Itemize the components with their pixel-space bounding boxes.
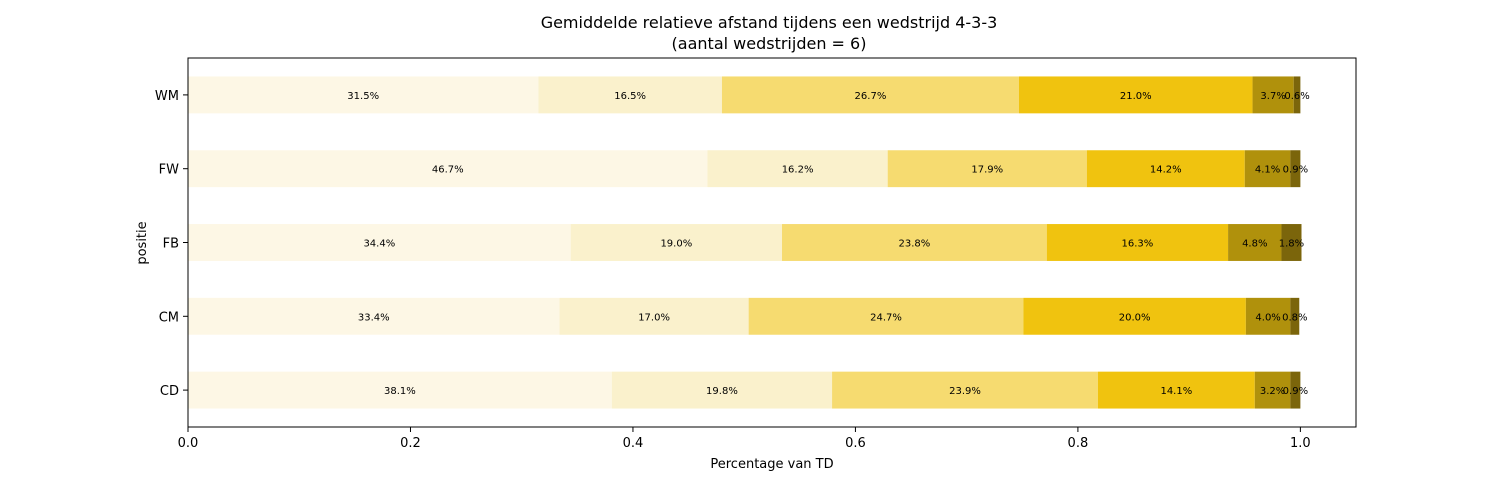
y-tick-label-fb: FB [163,237,179,252]
bar-segment-cd-5 [1254,371,1291,409]
data-label-fw-5: 4.1% [1255,165,1280,176]
data-label-cm-3: 24.7% [870,312,902,323]
x-axis-ticks: 0.0 0.2 0.4 0.6 0.8 1.0 [178,427,1311,451]
data-label-fb-3: 23.8% [898,239,930,250]
chart-title-line2: (aantal wedstrijden = 6) [672,34,867,53]
data-label-wm-5: 3.7% [1260,91,1285,102]
bar-segment-fw-6 [1290,150,1301,188]
bar-segment-wm-3 [721,76,1019,114]
bar-segment-wm-5 [1252,76,1294,114]
y-tick-label-wm: WM [155,89,179,104]
x-tick-label: 0.4 [623,436,644,451]
y-axis-label: positie [135,221,150,264]
data-label-cm-5: 4.0% [1255,312,1280,323]
bar-segment-cm-1 [188,297,560,335]
data-label-fw-2: 16.2% [782,165,814,176]
data-label-wm-3: 26.7% [855,91,887,102]
data-label-cd-4: 14.1% [1160,386,1192,397]
bar-segment-cd-1 [188,371,612,409]
bar-segment-wm-4 [1018,76,1253,114]
y-tick-label-fw: FW [159,163,179,178]
bar-segment-wm-1 [188,76,539,114]
bar-segment-cd-6 [1290,371,1301,409]
x-tick-label: 0.8 [1068,436,1089,451]
bar-segment-fb-5 [1228,224,1282,261]
data-label-wm-2: 16.5% [614,91,646,102]
data-label-fw-1: 46.7% [432,165,464,176]
bar-segment-fw-2 [707,150,888,188]
bar-segment-wm-6 [1293,76,1301,114]
bar-segment-cd-2 [611,371,833,409]
data-label-wm-6: 0.6% [1284,91,1309,102]
data-label-fw-3: 17.9% [971,165,1003,176]
bar-segment-cm-5 [1245,297,1291,335]
x-tick-label: 0.0 [178,436,199,451]
chart-title-line1: Gemiddelde relatieve afstand tijdens een… [541,13,998,32]
bar-segment-fb-2 [570,224,783,261]
bar-segment-fb-6 [1281,224,1302,261]
bar-segment-cm-3 [748,297,1024,335]
data-label-fb-6: 1.8% [1279,239,1304,250]
data-label-cm-6: 0.8% [1282,312,1307,323]
data-label-fb-4: 16.3% [1122,239,1154,250]
data-label-cm-2: 17.0% [638,312,670,323]
data-label-wm-4: 21.0% [1120,91,1152,102]
data-label-fb-2: 19.0% [660,239,692,250]
data-label-cd-3: 23.9% [949,386,981,397]
bar-segment-cd-3 [832,371,1098,409]
y-tick-label-cm: CM [159,310,179,325]
x-tick-label: 0.2 [400,436,421,451]
bar-segment-fw-1 [188,150,708,188]
data-label-cd-5: 3.2% [1260,386,1285,397]
bar-segment-cm-2 [559,297,749,335]
x-axis-label: Percentage van TD [710,457,833,472]
y-axis-ticks: WM FW FB CM CD [155,89,188,399]
bar-segment-fw-5 [1244,150,1291,188]
x-tick-label: 0.6 [845,436,866,451]
bar-segment-cm-6 [1290,297,1300,335]
data-label-wm-1: 31.5% [347,91,379,102]
bar-segment-cm-4 [1023,297,1246,335]
bar-segment-fw-3 [887,150,1087,188]
data-label-cd-2: 19.8% [706,386,738,397]
y-tick-label-cd: CD [160,384,179,399]
x-tick-label: 1.0 [1290,436,1311,451]
bars-group: 31.5% 16.5% 26.7% 21.0% 3.7%0.6% 46.7% 16.2% 17… [188,76,1310,409]
data-label-fw-4: 14.2% [1150,165,1182,176]
data-label-cm-4: 20.0% [1119,312,1151,323]
bar-segment-fb-3 [782,224,1047,261]
bar-segment-cd-4 [1097,371,1255,409]
bar-segment-fb-1 [188,224,571,261]
bar-segment-fb-4 [1046,224,1229,261]
data-label-cd-6: 0.9% [1283,386,1308,397]
bar-segment-wm-2 [538,76,722,114]
data-label-fb-5: 4.8% [1242,239,1267,250]
data-label-cd-1: 38.1% [384,386,416,397]
data-label-fb-1: 34.4% [363,239,395,250]
bar-segment-fw-4 [1086,150,1245,188]
data-label-cm-1: 33.4% [358,312,390,323]
data-label-fw-6: 0.9% [1283,165,1308,176]
